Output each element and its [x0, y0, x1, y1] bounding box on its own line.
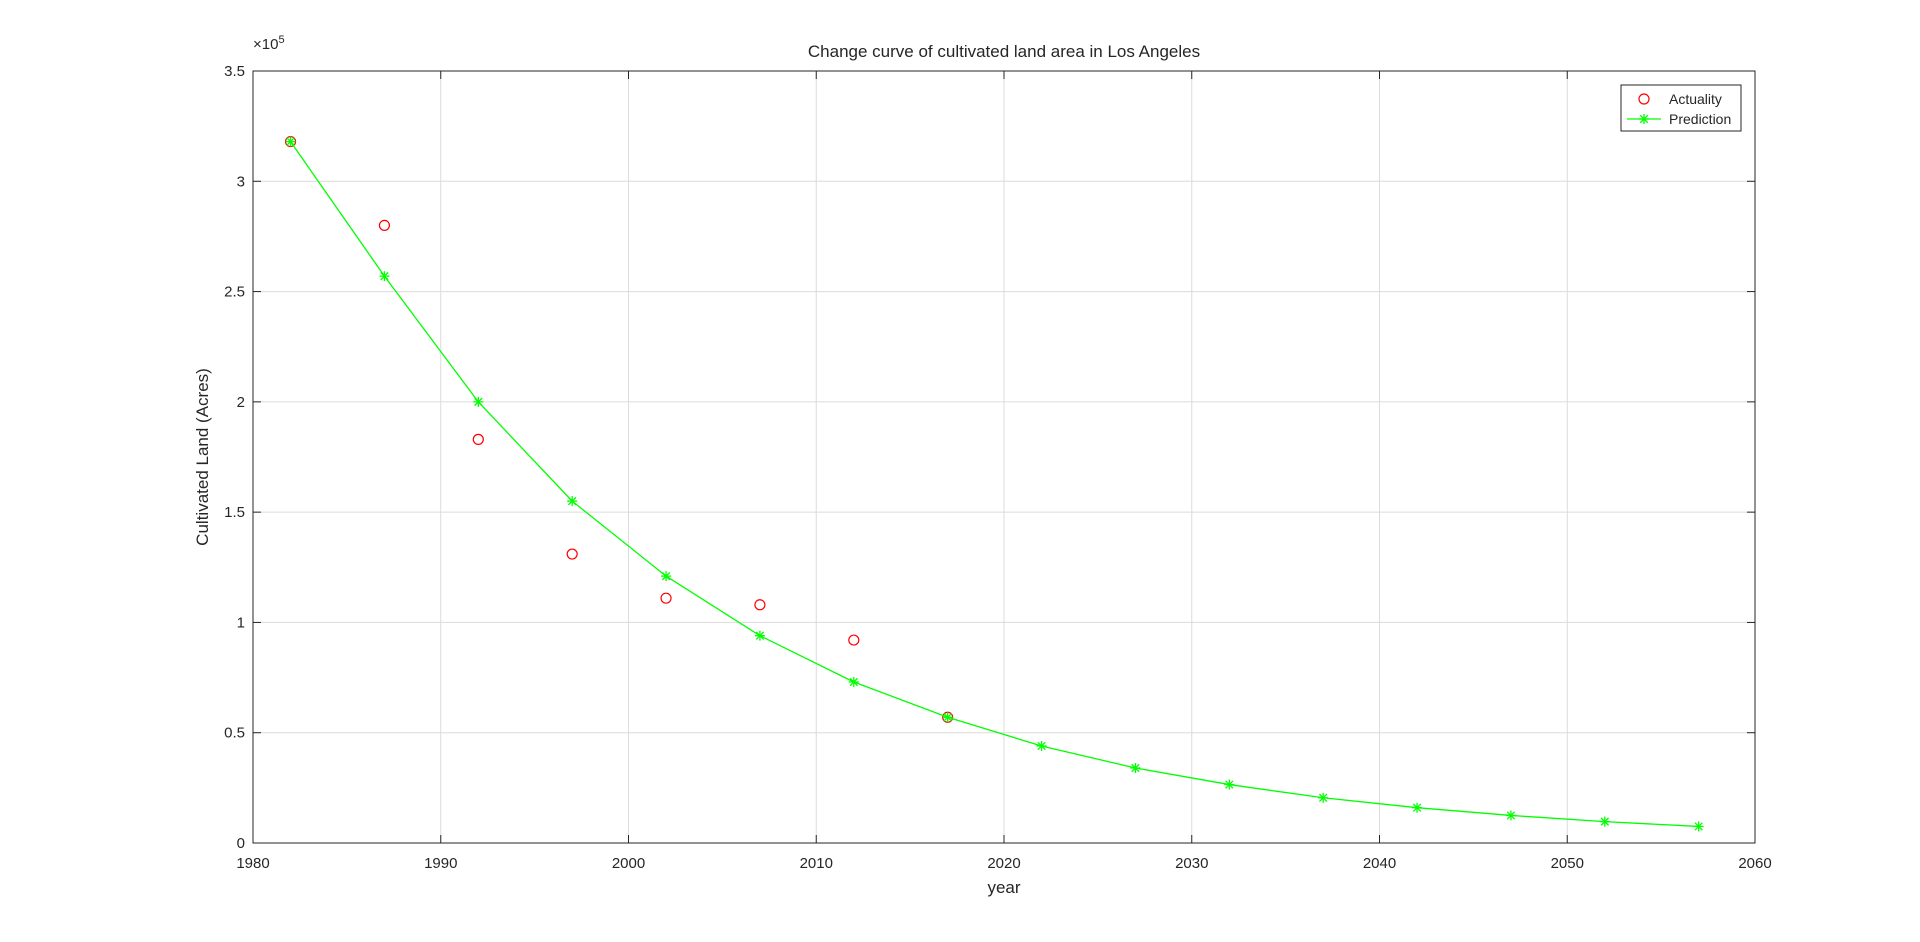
series-layer: [284, 135, 1704, 832]
y-axis-label: Cultivated Land (Acres): [193, 368, 212, 546]
y-tick-label: 1.5: [224, 504, 245, 521]
series-actuality: [284, 135, 954, 723]
prediction-point: [942, 712, 953, 723]
legend: Actuality Prediction: [1620, 84, 1742, 132]
x-tick-label: 1990: [424, 855, 457, 872]
chart-title: Change curve of cultivated land area in …: [808, 42, 1200, 61]
legend-item-actuality: Actuality: [1638, 91, 1722, 107]
y-exponent-base: ×10: [253, 36, 278, 53]
x-tick-label: 2010: [800, 855, 833, 872]
prediction-point: [754, 630, 765, 641]
y-tick-labels: 0 0.5 1 1.5 2 2.5 3 3.5: [224, 63, 245, 852]
legend-item-prediction: Prediction: [1627, 111, 1731, 127]
prediction-point: [379, 271, 390, 282]
legend-box: [1620, 84, 1742, 132]
legend-label: Prediction: [1669, 111, 1731, 127]
actuality-point: [660, 592, 672, 604]
grid-lines: [252, 70, 1756, 844]
legend-circle-swatch: [1638, 93, 1650, 105]
x-tick-label: 2020: [987, 855, 1020, 872]
y-tick-label: 0.5: [224, 725, 245, 742]
legend-label: Actuality: [1669, 91, 1722, 107]
prediction-line: [290, 141, 1699, 828]
actuality-point: [472, 433, 484, 445]
y-exponent-power: 5: [278, 34, 284, 46]
x-tick-label: 1980: [236, 855, 269, 872]
y-tick-label: 2: [237, 394, 245, 411]
x-tick-label: 2060: [1738, 855, 1771, 872]
x-tick-label: 2000: [612, 855, 645, 872]
actuality-point: [754, 599, 766, 611]
x-tick-labels: 1980 1990 2000 2010 2020 2030 2040 2050 2060: [236, 855, 1771, 872]
y-tick-label: 3.5: [224, 63, 245, 80]
y-tick-label: 2.5: [224, 284, 245, 301]
y-axis-exponent: ×105: [253, 34, 285, 53]
actuality-point: [848, 634, 860, 646]
y-tick-label: 0: [237, 835, 245, 852]
prediction-point: [1318, 792, 1329, 803]
prediction-point: [848, 676, 859, 687]
prediction-point: [661, 571, 672, 582]
prediction-point: [1036, 740, 1047, 751]
x-tick-label: 2030: [1175, 855, 1208, 872]
prediction-point: [1505, 810, 1516, 821]
legend-asterisk-swatch: [1639, 114, 1649, 124]
prediction-point: [567, 496, 578, 507]
x-tick-label: 2050: [1551, 855, 1584, 872]
prediction-point: [285, 136, 296, 147]
prediction-point: [1693, 821, 1704, 832]
prediction-point: [473, 396, 484, 407]
y-tick-label: 1: [237, 614, 245, 631]
x-tick-label: 2040: [1363, 855, 1396, 872]
axis-ticks: [252, 70, 1756, 844]
actuality-point: [378, 219, 391, 231]
prediction-point: [1224, 779, 1235, 790]
actuality-point: [566, 548, 578, 560]
prediction-point: [1412, 802, 1423, 813]
y-tick-label: 3: [237, 173, 245, 190]
series-prediction: [285, 136, 1704, 832]
x-axis-label: year: [987, 878, 1020, 897]
prediction-point: [1599, 816, 1610, 827]
prediction-point: [1130, 763, 1141, 774]
